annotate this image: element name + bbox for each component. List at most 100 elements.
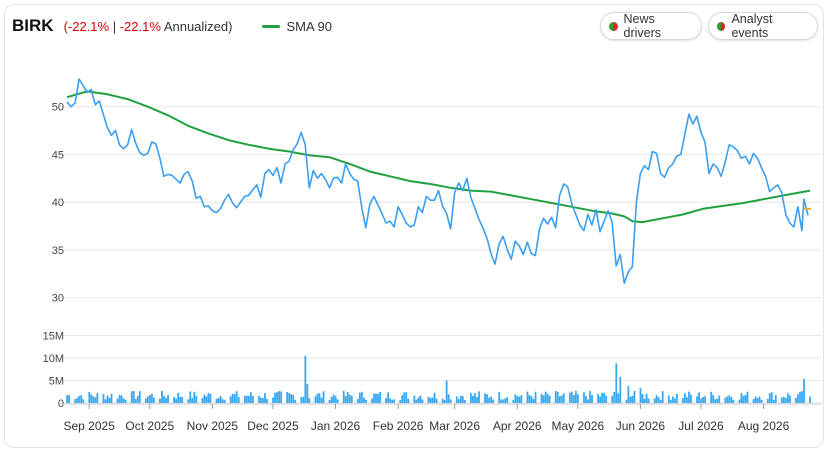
volume-bar: [641, 393, 644, 403]
volume-bar: [217, 398, 220, 403]
volume-bar: [249, 392, 252, 403]
volume-bar: [556, 391, 559, 403]
perf-value: -22.1%: [67, 18, 110, 34]
volume-bar: [457, 399, 460, 403]
volume-bar: [613, 391, 616, 403]
volume-bar: [150, 393, 153, 403]
price-tick-label: 30: [52, 292, 64, 304]
news-drivers-button[interactable]: News drivers: [600, 12, 702, 40]
volume-bar: [655, 395, 658, 403]
volume-bar: [738, 399, 741, 403]
volume-bar: [385, 397, 388, 403]
volume-bar: [138, 391, 141, 403]
volume-bar: [619, 376, 622, 403]
volume-bar: [286, 392, 289, 403]
volume-bar: [445, 380, 448, 403]
volume-bar: [752, 399, 755, 403]
volume-bar: [490, 396, 492, 403]
x-tick-label: Apr 2026: [493, 419, 542, 433]
volume-bar: [304, 355, 307, 403]
volume-bar: [328, 400, 331, 403]
volume-bar: [799, 391, 801, 403]
volume-bar: [617, 393, 620, 403]
volume-bar: [231, 393, 234, 403]
volume-bar: [130, 391, 133, 403]
volume-bar: [639, 388, 642, 403]
volume-bar: [700, 398, 702, 403]
volume-bar: [120, 395, 123, 403]
volume-bar: [530, 396, 533, 403]
volume-bar: [96, 392, 99, 403]
volume-bar: [431, 397, 434, 403]
chart-header: BIRK (-22.1% | -22.1% Annualized) SMA 90: [12, 14, 332, 38]
volume-bar: [262, 397, 264, 403]
volume-bar: [175, 398, 178, 403]
volume-bar: [288, 393, 291, 403]
volume-bar: [601, 393, 604, 403]
volume-bar: [243, 396, 246, 403]
volume-bar: [441, 398, 444, 403]
sma-line: [66, 90, 811, 224]
volume-bar: [629, 396, 632, 403]
volume-bar: [472, 395, 474, 403]
volume-bar: [173, 397, 176, 403]
volume-bar: [716, 398, 719, 403]
x-tick-label: Sep 2025: [64, 419, 116, 433]
analyst-events-button[interactable]: Analyst events: [708, 12, 818, 40]
volume-bar: [795, 397, 797, 403]
volume-bar: [346, 391, 349, 403]
volume-bar: [572, 395, 575, 403]
volume-bar: [718, 395, 721, 403]
volume-bar: [389, 398, 392, 403]
volume-bar: [233, 394, 236, 403]
volume-bar: [90, 394, 93, 403]
volume-bar: [403, 392, 406, 403]
volume-bar: [659, 399, 662, 403]
volume-bar: [334, 395, 337, 403]
price-line: [66, 78, 809, 285]
volume-bar: [219, 395, 222, 403]
volume-bar: [407, 398, 410, 403]
volume-bar: [534, 391, 537, 403]
volume-bar: [585, 395, 587, 403]
volume-bar: [756, 398, 759, 403]
volume-bar: [179, 396, 182, 403]
volume-bar: [516, 396, 519, 403]
volume-bar: [108, 397, 111, 403]
volume-bar: [546, 393, 549, 403]
volume-bar: [110, 393, 113, 403]
volume-bar: [474, 393, 476, 403]
volume-bar: [399, 399, 402, 403]
volume-bar: [643, 398, 646, 403]
volume-bar: [657, 397, 660, 403]
volume-bar: [264, 393, 266, 403]
volume-bar: [615, 363, 618, 403]
x-tick-label: Feb 2026: [373, 419, 424, 433]
volume-bar: [627, 385, 630, 403]
volume-bar: [417, 397, 420, 403]
x-tick-label: Oct 2025: [125, 419, 174, 433]
volume-bar: [625, 399, 628, 403]
volume-bar: [682, 397, 684, 403]
x-tick-label: Jul 2026: [678, 419, 724, 433]
volume-bar: [744, 394, 747, 403]
volume-bar: [754, 396, 757, 403]
volume-bar: [667, 395, 670, 403]
volume-bar: [94, 397, 97, 403]
volume-bar: [645, 393, 648, 403]
volume-bar: [671, 396, 674, 403]
volume-bar: [528, 395, 531, 403]
volume-bar: [611, 395, 614, 403]
volume-bar: [686, 397, 688, 403]
news-drivers-label: News drivers: [623, 12, 662, 40]
price-tick-label: 50: [52, 102, 64, 114]
volume-bar: [78, 395, 81, 403]
volume-bar: [514, 394, 517, 403]
volume-bar: [201, 397, 204, 403]
volume-bar: [433, 392, 436, 403]
volume-bar: [589, 391, 591, 403]
volume-bar: [300, 397, 303, 403]
volume-bar: [443, 400, 446, 403]
volume-bar: [223, 399, 226, 403]
volume-bar: [661, 391, 664, 403]
